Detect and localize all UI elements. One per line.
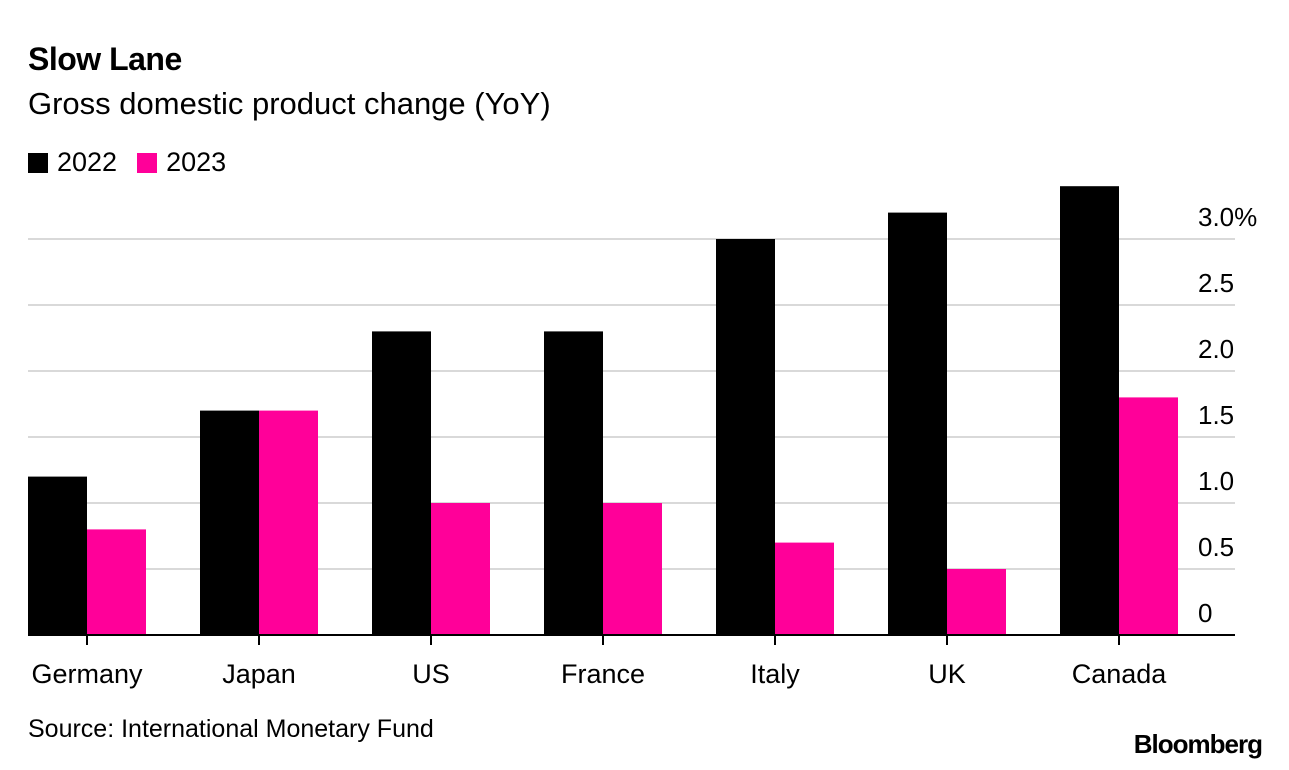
legend-item-2022: 2022 [28,147,117,178]
y-tick-label: 2.5 [1198,268,1234,298]
bar-2022-japan [200,410,259,635]
legend-swatch-2022 [28,152,48,173]
x-tick-label: Japan [222,659,296,689]
chart-subtitle: Gross domestic product change (YoY) [28,86,551,121]
y-tick-label: 2.0 [1198,334,1234,364]
y-tick-label: 1.0 [1198,466,1234,496]
bar-2023-uk [947,569,1006,635]
x-tick-label: UK [928,659,966,689]
bars [28,186,1178,635]
bar-2023-us [431,503,490,635]
bar-2023-japan [259,410,318,635]
legend-label-2022: 2022 [57,147,118,177]
bloomberg-logo: Bloomberg [1133,729,1263,759]
bar-2022-us [372,331,431,635]
bar-2022-canada [1060,186,1119,635]
legend-label-2023: 2023 [166,147,227,177]
legend-swatch-2023 [137,152,158,173]
y-tick-label: 0.5 [1198,532,1234,562]
bar-2022-uk [888,212,947,635]
bar-2023-italy [775,542,834,635]
x-tick-label: Italy [750,659,800,689]
x-tick-label: Germany [31,659,143,689]
bar-2022-germany [28,476,87,635]
x-tick-label: France [561,659,645,689]
axes: 0 0.5 1.0 1.5 2.0 2.5 3.0% Germany Japan US France… [28,202,1257,689]
bar-2023-france [603,503,662,635]
source-note: Source: International Monetary Fund [28,715,434,743]
bar-2022-france [544,331,603,635]
x-tick-label: Canada [1072,659,1168,689]
legend: 2022 2023 [28,147,246,178]
y-tick-label: 3.0% [1198,202,1257,232]
bar-2023-germany [87,529,146,635]
x-tick-label: US [412,659,450,689]
bar-2023-canada [1119,397,1178,635]
chart-title: Slow Lane [28,41,182,77]
legend-item-2023: 2023 [137,147,226,178]
bar-2022-italy [716,239,775,635]
y-tick-label: 1.5 [1198,400,1234,430]
y-tick-label: 0 [1198,598,1212,628]
